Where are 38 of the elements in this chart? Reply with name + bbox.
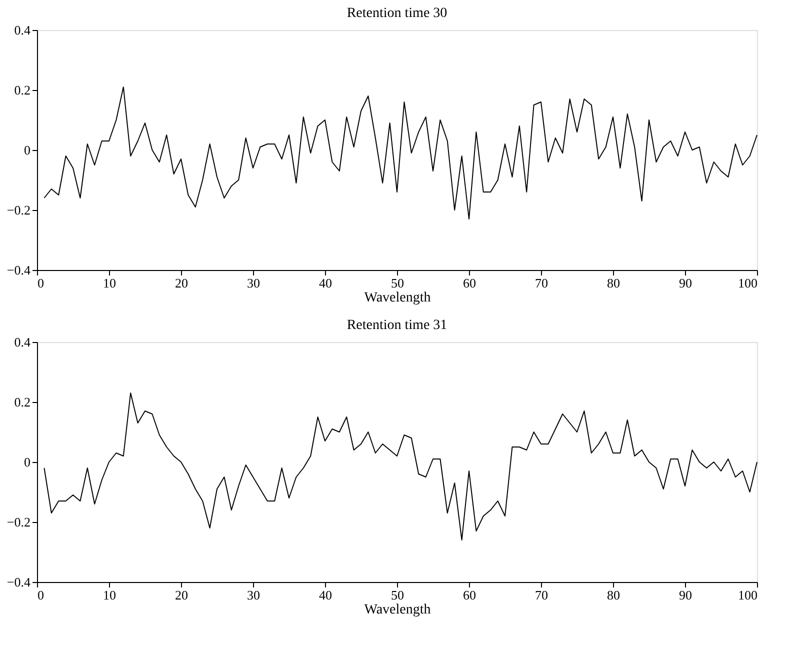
y-tick-label: −0.2 bbox=[6, 202, 30, 218]
line-series bbox=[44, 86, 758, 220]
x-tick-label: 10 bbox=[103, 276, 116, 290]
x-tick-label: 90 bbox=[679, 276, 692, 290]
x-axis-title: Wavelength bbox=[364, 602, 431, 618]
line-series bbox=[44, 392, 758, 540]
y-tick-label: 0.2 bbox=[14, 394, 30, 410]
x-tick-label: 80 bbox=[607, 588, 620, 602]
x-tick-label: 70 bbox=[535, 276, 548, 290]
x-tick-label: 60 bbox=[463, 276, 476, 290]
y-tick-label: 0 bbox=[24, 142, 30, 158]
y-tick-label: 0.4 bbox=[14, 22, 31, 38]
x-tick-label: 50 bbox=[391, 276, 404, 290]
y-tick-label: −0.2 bbox=[6, 514, 30, 530]
y-tick-label: 0 bbox=[24, 454, 30, 470]
y-tick-label: −0.4 bbox=[6, 262, 31, 278]
x-axis-title: Wavelength bbox=[364, 290, 431, 306]
x-tick-label: 40 bbox=[319, 588, 332, 602]
x-tick-label: 40 bbox=[319, 276, 332, 290]
chart-title: Retention time 30 bbox=[346, 6, 448, 21]
chart-title: Retention time 31 bbox=[346, 318, 448, 333]
x-tick-label: 80 bbox=[607, 276, 620, 290]
x-tick-label: 50 bbox=[391, 588, 404, 602]
x-tick-label: 0 bbox=[38, 276, 44, 290]
y-tick-label: −0.4 bbox=[6, 574, 31, 590]
x-tick-label: 100 bbox=[738, 276, 758, 290]
x-tick-label: 30 bbox=[247, 276, 260, 290]
y-tick-label: 0.2 bbox=[14, 82, 30, 98]
x-tick-label: 20 bbox=[175, 588, 188, 602]
x-tick-label: 10 bbox=[103, 588, 116, 602]
x-tick-label: 0 bbox=[38, 588, 44, 602]
y-tick-label: 0.4 bbox=[14, 334, 31, 350]
x-tick-label: 20 bbox=[175, 276, 188, 290]
x-tick-label: 100 bbox=[738, 588, 758, 602]
x-tick-label: 70 bbox=[535, 588, 548, 602]
x-tick-label: 60 bbox=[463, 588, 476, 602]
x-tick-label: 30 bbox=[247, 588, 260, 602]
x-tick-label: 90 bbox=[679, 588, 692, 602]
